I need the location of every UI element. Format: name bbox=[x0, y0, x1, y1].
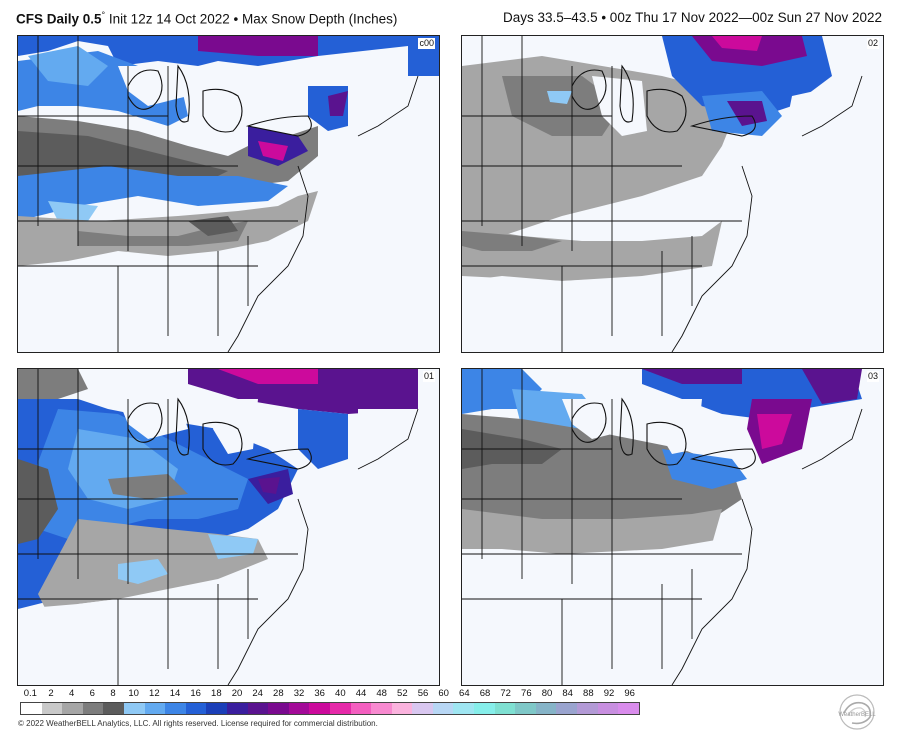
colorbar-swatch bbox=[165, 703, 186, 714]
panel-label: 02 bbox=[866, 38, 879, 49]
colorbar-swatch bbox=[103, 703, 124, 714]
colorbar-tick-label: 0.1 bbox=[23, 688, 37, 699]
colorbar-swatch bbox=[597, 703, 619, 714]
colorbar-swatch bbox=[21, 703, 42, 714]
snow-depth-map bbox=[462, 369, 883, 685]
colorbar-tick-label: 12 bbox=[149, 688, 160, 699]
model-name: CFS Daily 0.5 bbox=[16, 11, 102, 27]
colorbar-swatches bbox=[20, 702, 640, 715]
colorbar-tick-label: 32 bbox=[293, 688, 305, 699]
valid-time: Days 33.5–43.5 • 00z Thu 17 Nov 2022—00z… bbox=[503, 10, 882, 25]
colorbar-swatch bbox=[577, 703, 598, 714]
colorbar-tick-label: 4 bbox=[69, 688, 75, 699]
map-panel-c00: c00 bbox=[17, 35, 440, 353]
colorbar-swatch bbox=[391, 703, 413, 714]
panel-label: 03 bbox=[866, 371, 879, 382]
header: CFS Daily 0.5° Init 12z 14 Oct 2022 • Ma… bbox=[0, 0, 900, 34]
init-time: Init 12z 14 Oct 2022 bbox=[108, 11, 230, 27]
weatherbell-logo: WeatherBELL bbox=[838, 694, 876, 730]
degree-sign: ° bbox=[101, 10, 106, 20]
logo-text: WeatherBELL bbox=[838, 712, 876, 718]
colorbar-swatch bbox=[309, 703, 330, 714]
colorbar-swatch bbox=[556, 703, 578, 714]
colorbar-swatch bbox=[515, 703, 536, 714]
colorbar-swatch bbox=[288, 703, 310, 714]
colorbar-tick-label: 88 bbox=[583, 688, 594, 699]
colorbar-tick-label: 14 bbox=[169, 688, 181, 699]
colorbar-swatch bbox=[535, 703, 557, 714]
snow-fill-layer bbox=[462, 36, 883, 352]
colorbar-tick-label: 24 bbox=[252, 688, 263, 699]
colorbar-swatch bbox=[412, 703, 433, 714]
colorbar-swatch bbox=[371, 703, 392, 714]
colorbar-tick-label: 20 bbox=[231, 688, 243, 699]
colorbar-swatch bbox=[329, 703, 351, 714]
colorbar-swatch bbox=[144, 703, 166, 714]
colorbar-tick-label: 68 bbox=[479, 688, 491, 699]
colorbar-swatch bbox=[618, 703, 639, 714]
colorbar-ticks: 0.1 2 4 6 8 10 12 14 16 18 20 24 28 32 36 40 44 48 52 56 60 6… bbox=[20, 688, 640, 700]
colorbar-swatch bbox=[185, 703, 207, 714]
colorbar-swatch bbox=[82, 703, 104, 714]
colorbar-swatch bbox=[432, 703, 454, 714]
colorbar-tick-label: 92 bbox=[603, 688, 615, 699]
panel-label: 01 bbox=[422, 371, 435, 382]
colorbar-tick-label: 18 bbox=[211, 688, 222, 699]
colorbar-tick-label: 72 bbox=[500, 688, 511, 699]
boundaries-layer bbox=[18, 36, 419, 352]
colorbar-tick-label: 48 bbox=[376, 688, 387, 699]
colorbar-tick-label: 2 bbox=[48, 688, 54, 699]
colorbar-swatch bbox=[453, 703, 475, 714]
colorbar-tick-label: 16 bbox=[190, 688, 201, 699]
map-title: CFS Daily 0.5° Init 12z 14 Oct 2022 • Ma… bbox=[16, 10, 397, 27]
colorbar-swatch bbox=[62, 703, 83, 714]
panel-label: c00 bbox=[418, 38, 435, 49]
title-separator: • bbox=[233, 11, 239, 27]
copyright-footer: © 2022 WeatherBELL Analytics, LLC. All r… bbox=[18, 719, 378, 728]
snow-depth-map bbox=[462, 36, 883, 352]
colorbar-tick-label: 64 bbox=[459, 688, 470, 699]
colorbar-tick-label: 84 bbox=[562, 688, 573, 699]
colorbar-swatch bbox=[494, 703, 516, 714]
colorbar-swatch bbox=[350, 703, 372, 714]
snow-fill-layer bbox=[462, 369, 883, 685]
colorbar-tick-label: 36 bbox=[314, 688, 325, 699]
colorbar-swatch bbox=[474, 703, 495, 714]
colorbar-tick-label: 52 bbox=[397, 688, 408, 699]
map-panel-01: 01 bbox=[17, 368, 440, 686]
colorbar-swatch bbox=[41, 703, 63, 714]
colorbar-tick-label: 44 bbox=[355, 688, 367, 699]
boundaries-layer bbox=[462, 36, 863, 352]
colorbar-swatch bbox=[268, 703, 289, 714]
map-panel-02: 02 bbox=[461, 35, 884, 353]
snow-fill-layer bbox=[18, 369, 439, 685]
snow-fill-layer bbox=[18, 36, 439, 352]
colorbar-tick-label: 60 bbox=[438, 688, 449, 699]
product-name: Max Snow Depth (Inches) bbox=[242, 11, 398, 27]
colorbar-swatch bbox=[226, 703, 248, 714]
colorbar-tick-label: 76 bbox=[521, 688, 532, 699]
colorbar-tick-label: 80 bbox=[541, 688, 553, 699]
snow-depth-map bbox=[18, 369, 439, 685]
colorbar-tick-label: 96 bbox=[624, 688, 635, 699]
colorbar-tick-label: 6 bbox=[89, 688, 95, 699]
colorbar-tick-label: 8 bbox=[110, 688, 116, 699]
colorbar bbox=[20, 702, 640, 715]
colorbar-swatch bbox=[123, 703, 145, 714]
boundaries-layer bbox=[462, 369, 863, 685]
map-panel-03: 03 bbox=[461, 368, 884, 686]
colorbar-tick-label: 10 bbox=[128, 688, 139, 699]
colorbar-tick-label: 40 bbox=[335, 688, 346, 699]
colorbar-swatch bbox=[206, 703, 227, 714]
snow-depth-map bbox=[18, 36, 439, 352]
colorbar-swatch bbox=[247, 703, 269, 714]
colorbar-tick-label: 56 bbox=[417, 688, 429, 699]
colorbar-tick-label: 28 bbox=[273, 688, 284, 699]
boundaries-layer bbox=[18, 369, 419, 685]
